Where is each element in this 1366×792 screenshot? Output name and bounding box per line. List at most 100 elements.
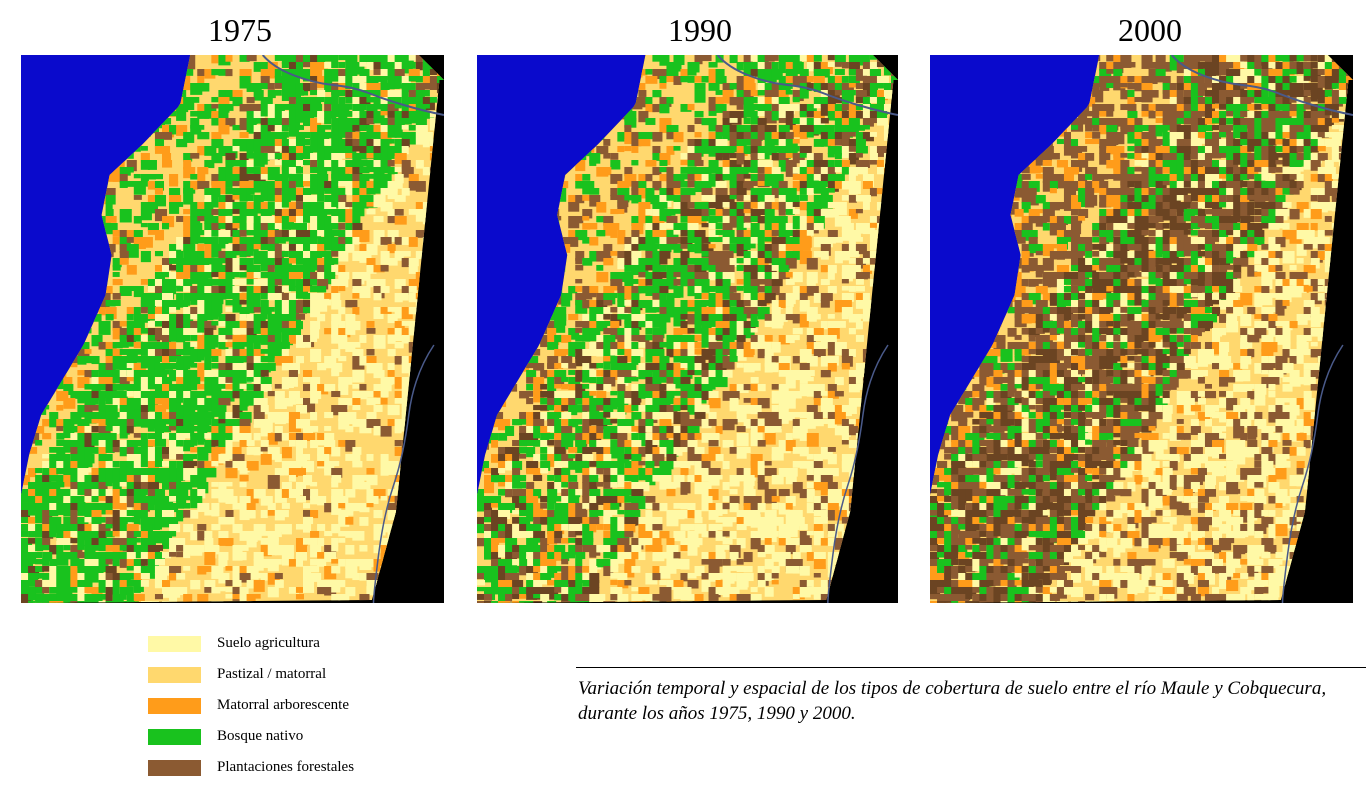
land-cover-patch	[84, 496, 93, 502]
land-cover-patch	[218, 104, 230, 113]
land-cover-patch	[708, 314, 720, 327]
land-cover-patch	[820, 279, 830, 286]
land-cover-patch	[56, 447, 66, 455]
land-cover-patch	[806, 314, 817, 322]
land-cover-patch	[49, 531, 57, 538]
land-cover-patch	[394, 90, 407, 101]
land-cover-patch	[225, 377, 234, 383]
land-cover-patch	[204, 349, 214, 359]
land-cover-patch	[232, 573, 244, 581]
land-cover-patch	[778, 293, 790, 305]
land-cover-patch	[722, 307, 735, 315]
land-cover-patch	[91, 475, 104, 487]
land-cover-patch	[133, 531, 143, 538]
land-cover-patch	[799, 125, 812, 134]
land-cover-patch	[176, 314, 189, 323]
land-cover-patch	[603, 251, 612, 260]
land-cover-patch	[701, 279, 710, 287]
land-cover-patch	[764, 132, 772, 141]
land-cover-patch	[380, 97, 391, 106]
land-cover-patch	[147, 314, 155, 320]
land-cover-patch	[729, 83, 740, 90]
land-cover-patch	[190, 97, 200, 103]
land-cover-patch	[841, 300, 852, 309]
land-cover-patch	[176, 251, 184, 259]
land-cover-patch	[408, 132, 420, 145]
land-cover-patch	[288, 475, 296, 482]
land-cover-patch	[324, 55, 336, 62]
land-cover-patch	[659, 69, 668, 79]
land-cover-patch	[617, 356, 628, 368]
land-cover-patch	[154, 538, 164, 544]
land-cover-patch	[126, 307, 134, 315]
land-cover-patch	[176, 286, 184, 292]
land-cover-patch	[415, 209, 427, 222]
land-cover-patch	[638, 90, 647, 97]
land-cover-patch	[380, 174, 392, 184]
land-cover-patch	[848, 188, 858, 195]
land-cover-patch	[694, 272, 706, 284]
land-cover-patch	[35, 440, 43, 446]
land-cover-patch	[303, 489, 316, 501]
land-cover-patch	[638, 300, 649, 309]
land-cover-patch	[701, 223, 709, 228]
land-cover-patch	[771, 363, 783, 373]
land-cover-patch	[596, 349, 608, 357]
land-cover-patch	[147, 503, 155, 511]
land-cover-patch	[98, 440, 110, 451]
land-cover-patch	[77, 482, 88, 494]
land-cover-patch	[183, 195, 194, 205]
land-cover-patch	[77, 370, 85, 376]
land-cover-patch	[183, 237, 195, 248]
land-cover-patch	[366, 265, 377, 274]
land-cover-patch	[260, 363, 271, 373]
land-cover-patch	[190, 321, 203, 332]
land-cover-patch	[56, 440, 66, 447]
land-cover-patch	[722, 223, 733, 234]
land-cover-patch	[133, 440, 142, 447]
land-cover-patch	[722, 230, 735, 238]
land-cover-patch	[324, 461, 335, 473]
land-cover-patch	[771, 132, 783, 143]
land-cover-patch	[610, 314, 622, 326]
land-cover-patch	[225, 447, 235, 457]
land-cover-patch	[105, 531, 115, 538]
land-cover-patch	[49, 475, 58, 482]
land-cover-patch	[232, 566, 244, 576]
land-cover-patch	[91, 426, 99, 433]
land-cover-patch	[778, 118, 787, 123]
land-cover-patch	[680, 188, 690, 198]
land-cover-patch	[28, 573, 39, 584]
land-cover-patch	[154, 503, 162, 510]
land-cover-patch	[288, 335, 301, 344]
land-cover-patch	[310, 307, 321, 318]
land-cover-patch	[63, 475, 76, 487]
land-cover-patch	[338, 412, 348, 421]
land-cover-patch	[303, 132, 311, 139]
land-cover-patch	[42, 468, 51, 476]
land-cover-patch	[331, 174, 340, 183]
land-cover-patch	[338, 440, 348, 447]
land-cover-patch	[232, 545, 243, 555]
land-cover-patch	[743, 384, 751, 391]
land-cover-patch	[91, 587, 103, 599]
land-cover-patch	[176, 125, 188, 136]
land-cover-patch	[281, 258, 292, 270]
land-cover-patch	[70, 559, 83, 568]
land-cover-patch	[239, 209, 252, 221]
land-cover-patch	[35, 566, 45, 573]
land-cover-patch	[596, 314, 605, 322]
land-cover-patch	[394, 468, 405, 480]
land-cover-patch	[331, 244, 342, 254]
land-cover-patch	[617, 349, 626, 355]
land-cover-patch	[422, 104, 430, 109]
land-cover-patch	[387, 349, 396, 357]
land-cover-patch	[169, 524, 181, 533]
land-cover-patch	[547, 328, 557, 338]
land-cover-patch	[352, 97, 364, 109]
land-cover-patch	[295, 90, 305, 96]
land-cover-patch	[338, 265, 346, 274]
land-cover-patch	[77, 559, 88, 567]
land-cover-patch	[147, 440, 157, 447]
land-cover-patch	[176, 433, 186, 443]
